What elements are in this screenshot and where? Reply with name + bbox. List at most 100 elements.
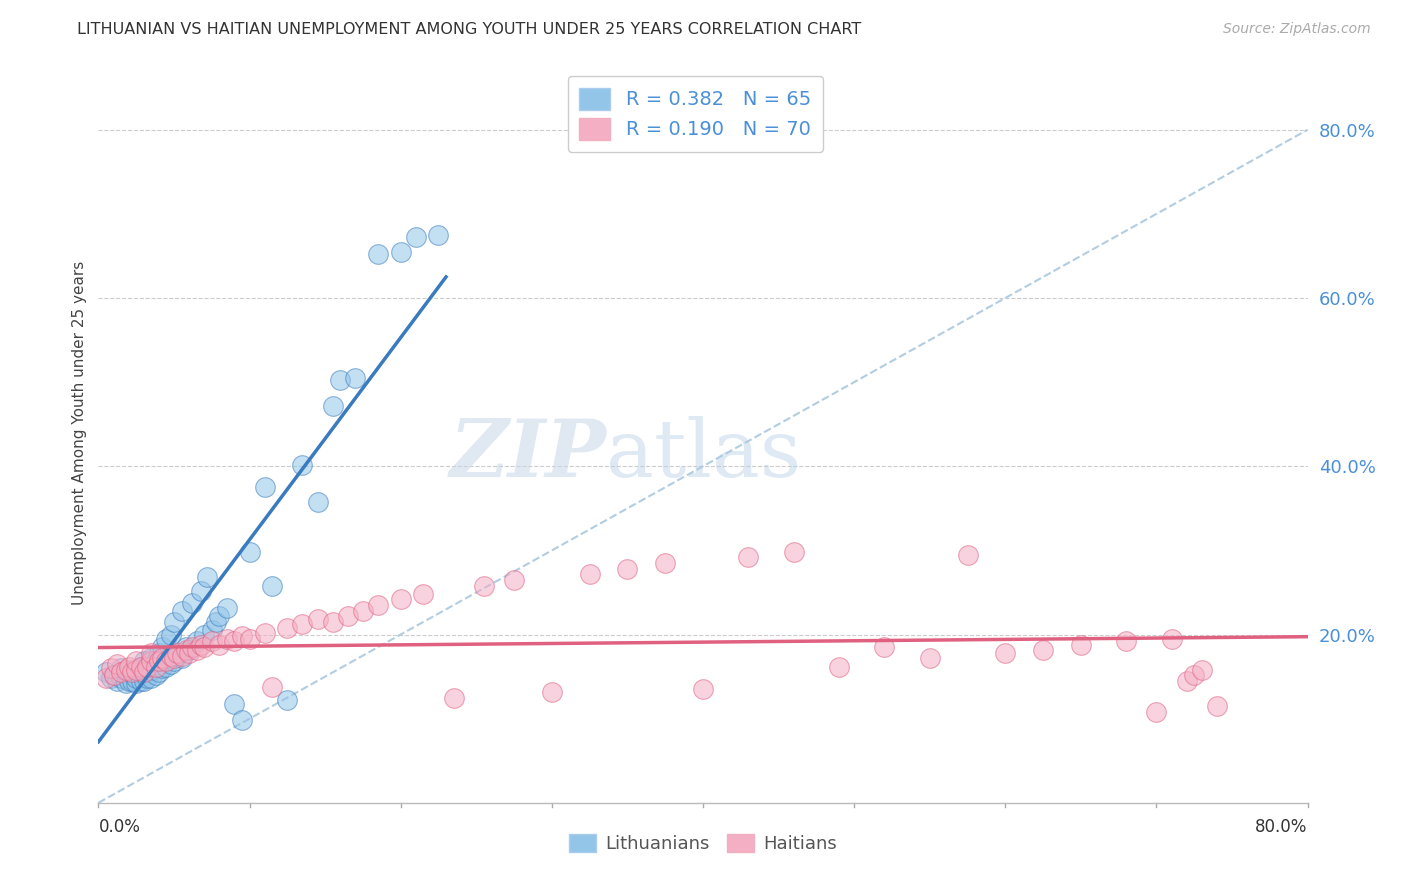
Point [132,673,155,688]
Point [135,659,157,673]
Text: LITHUANIAN VS HAITIAN UNEMPLOYMENT AMONG YOUTH UNDER 25 YEARS CORRELATION CHART: LITHUANIAN VS HAITIAN UNEMPLOYMENT AMONG… [77,22,862,37]
Point [155,632,177,646]
Point [103,668,125,682]
Point [114,663,136,677]
Point [262,579,284,593]
Point [193,627,215,641]
Point [145,659,167,673]
Point [1070,638,1092,652]
Point [125,676,148,690]
Point [160,648,183,663]
Point [135,659,157,673]
Point [132,655,155,669]
Point [129,659,152,673]
Point [105,657,128,671]
Point [148,646,170,660]
Point [578,566,600,581]
Point [208,638,231,652]
Point [336,609,359,624]
Point [956,548,979,562]
Point [105,673,128,688]
Point [239,545,262,559]
Point [160,657,183,671]
Text: Source: ZipAtlas.com: Source: ZipAtlas.com [1223,22,1371,37]
Point [224,697,246,711]
Point [307,494,329,508]
Point [129,673,152,688]
Text: 80.0%: 80.0% [1256,818,1308,836]
Point [1206,699,1229,714]
Y-axis label: Unemployment Among Youth under 25 years: Unemployment Among Youth under 25 years [72,260,87,605]
Point [654,556,676,570]
Point [132,665,155,680]
Point [322,399,344,413]
Text: atlas: atlas [606,416,801,494]
Point [1115,634,1137,648]
Point [215,632,238,646]
Point [181,596,204,610]
Point [1144,705,1167,719]
Point [540,685,562,699]
Point [291,458,314,472]
Point [148,655,170,669]
Point [193,640,215,655]
Point [141,646,163,660]
Point [170,648,193,663]
Point [201,624,224,638]
Point [114,676,136,690]
Point [125,655,148,669]
Point [94,671,117,685]
Point [239,632,262,646]
Point [783,545,806,559]
Legend: Lithuanians, Haitians: Lithuanians, Haitians [561,827,845,861]
Point [103,668,125,682]
Point [166,646,188,660]
Point [737,550,759,565]
Point [994,646,1017,660]
Point [918,651,941,665]
Point [179,646,201,660]
Point [262,680,284,694]
Point [190,638,212,652]
Point [179,642,201,657]
Point [692,682,714,697]
Point [253,625,276,640]
Point [276,693,298,707]
Point [828,659,851,673]
Point [132,665,155,680]
Point [181,640,204,655]
Point [231,629,253,643]
Point [427,227,450,242]
Point [163,651,186,665]
Point [125,671,148,685]
Point [367,598,389,612]
Point [150,661,173,675]
Point [352,604,374,618]
Point [322,615,344,629]
Point [100,671,122,685]
Point [163,615,186,629]
Point [121,665,143,680]
Point [1160,632,1182,646]
Point [616,562,638,576]
Point [1032,642,1054,657]
Point [307,612,329,626]
Text: ZIP: ZIP [450,416,606,493]
Point [135,671,157,685]
Point [141,663,163,677]
Point [873,640,896,655]
Point [231,714,253,728]
Point [141,655,163,669]
Point [129,659,152,673]
Point [155,659,177,673]
Point [100,661,122,675]
Point [1175,673,1198,688]
Point [215,600,238,615]
Point [405,230,427,244]
Point [344,371,367,385]
Point [110,661,132,675]
Point [367,247,389,261]
Point [118,659,141,673]
Point [145,668,167,682]
Point [125,665,148,680]
